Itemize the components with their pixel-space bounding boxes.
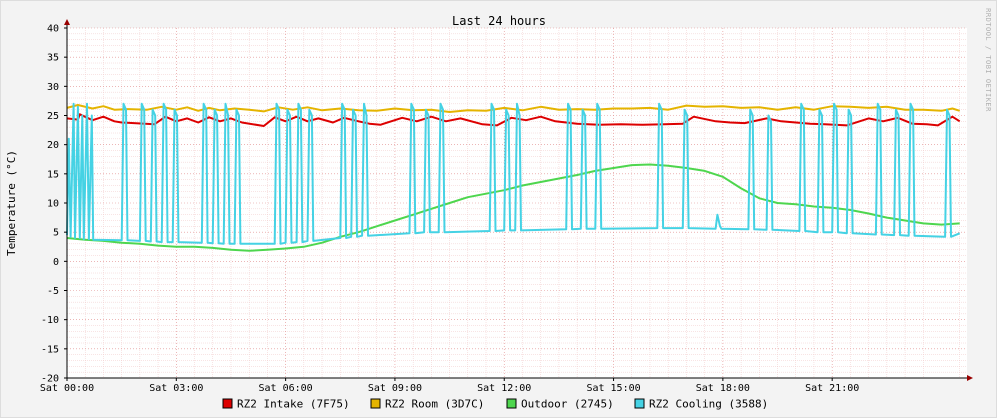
series-line-2 (66, 163, 960, 252)
legend-swatch-0 (222, 398, 233, 409)
x-tick-labels: Sat 00:00 Sat 03:00 Sat 06:00 Sat 09:00 Sat … (40, 383, 859, 394)
legend-label-2: Outdoor (2745) (521, 398, 614, 411)
y-tick-label: -5 (47, 286, 59, 297)
legend-swatch-2 (506, 398, 517, 409)
y-tick-labels: 40 35 30 25 20 15 10 5 0 -5 -10 -15 -20 (41, 24, 59, 385)
x-tick-label: Sat 00:00 (40, 383, 94, 394)
legend-label-3: RZ2 Cooling (3588) (649, 398, 768, 411)
series-line-3 (66, 102, 961, 245)
y-tick-label: 0 (53, 257, 59, 268)
legend-label-1: RZ2 Room (3D7C) (385, 398, 484, 411)
legend-label-0: RZ2 Intake (7F75) (237, 398, 350, 411)
x-tick-label: Sat 21:00 (805, 383, 859, 394)
legend-swatch-1 (370, 398, 381, 409)
series-line-1 (66, 104, 961, 113)
y-axis-label: Temperature (°C) (5, 150, 18, 256)
series-lines (66, 102, 961, 252)
y-tick-label: -15 (41, 344, 59, 355)
x-tick-label: Sat 15:00 (586, 383, 640, 394)
x-tick-label: Sat 03:00 (149, 383, 203, 394)
y-tick-label: 35 (47, 53, 59, 64)
y-axis-arrow (64, 19, 70, 25)
legend-swatch-3 (634, 398, 645, 409)
y-tick-label: 20 (47, 140, 59, 151)
y-tick-label: 30 (47, 82, 59, 93)
x-tick-label: Sat 09:00 (368, 383, 422, 394)
y-tick-label: 15 (47, 169, 59, 180)
y-tick-label: 25 (47, 111, 59, 122)
y-tick-label: 10 (47, 199, 59, 210)
y-tick-label: -20 (41, 374, 59, 385)
watermark: RRDTOOL / TOBI OETIKER (984, 8, 992, 112)
x-axis-arrow (967, 375, 973, 381)
axes (64, 19, 973, 381)
y-tick-label: -10 (41, 315, 59, 326)
x-tick-label: Sat 18:00 (696, 383, 750, 394)
y-tick-label: 40 (47, 24, 59, 35)
chart-title: Last 24 hours (452, 14, 546, 28)
y-tick-label: 5 (53, 228, 59, 239)
legend: RZ2 Intake (7F75) RZ2 Room (3D7C) Outdoor … (222, 398, 768, 411)
x-tick-label: Sat 06:00 (259, 383, 313, 394)
series-line-0 (66, 113, 961, 127)
x-tick-label: Sat 12:00 (477, 383, 531, 394)
